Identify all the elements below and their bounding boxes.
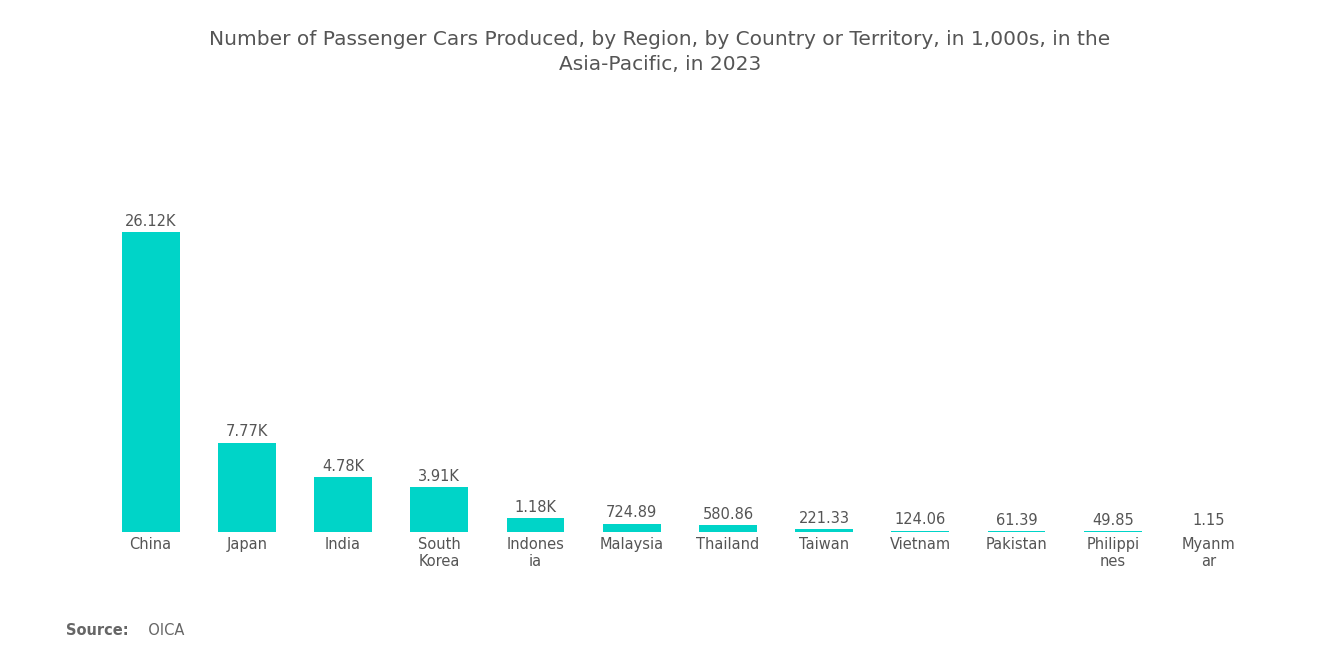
Text: 221.33: 221.33 (799, 511, 850, 526)
Text: 49.85: 49.85 (1092, 513, 1134, 528)
Text: 26.12K: 26.12K (125, 213, 177, 229)
Bar (603, 523, 660, 532)
Text: 7.77K: 7.77K (226, 424, 268, 439)
Text: 580.86: 580.86 (702, 507, 754, 522)
Text: Source:: Source: (66, 623, 128, 638)
Text: OICA: OICA (139, 623, 183, 638)
Bar (795, 529, 853, 532)
Text: 3.91K: 3.91K (418, 469, 461, 483)
Bar (314, 477, 372, 532)
Text: Number of Passenger Cars Produced, by Region, by Country or Territory, in 1,000s: Number of Passenger Cars Produced, by Re… (210, 30, 1110, 74)
Bar (218, 443, 276, 532)
Bar (700, 525, 756, 532)
Text: 1.15: 1.15 (1193, 513, 1225, 529)
Bar (891, 531, 949, 532)
Bar (121, 232, 180, 532)
Text: 4.78K: 4.78K (322, 459, 364, 473)
Text: 61.39: 61.39 (995, 513, 1038, 528)
Text: 1.18K: 1.18K (515, 500, 557, 515)
Text: 724.89: 724.89 (606, 505, 657, 520)
Bar (411, 487, 469, 532)
Bar (987, 531, 1045, 532)
Bar (507, 519, 565, 532)
Text: 124.06: 124.06 (895, 512, 946, 527)
